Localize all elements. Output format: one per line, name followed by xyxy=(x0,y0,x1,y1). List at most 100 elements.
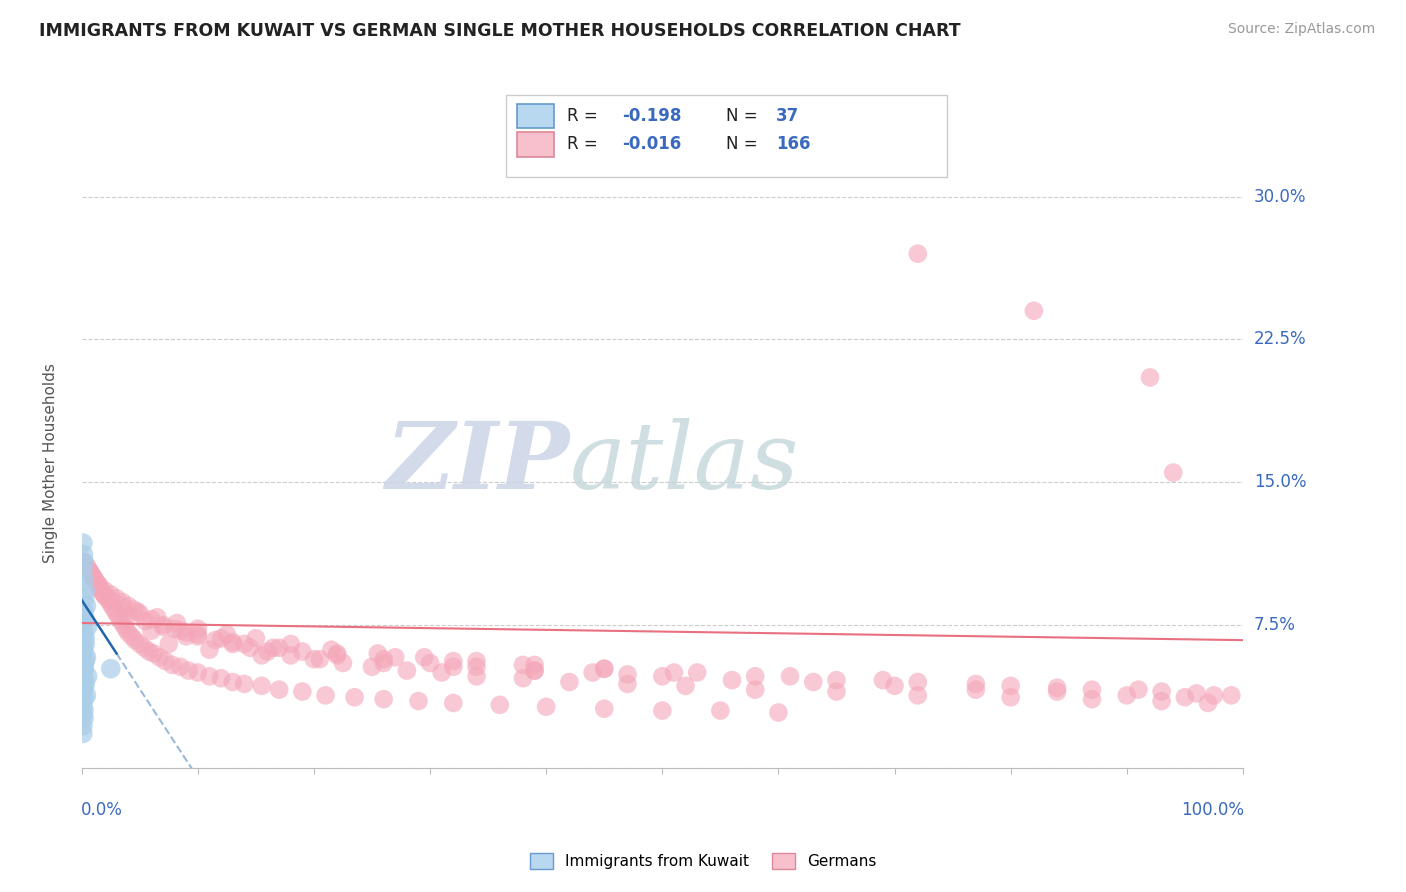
Point xyxy=(408,694,430,708)
Point xyxy=(124,633,146,648)
Point xyxy=(75,612,97,626)
Point xyxy=(72,707,94,722)
Point xyxy=(73,692,96,706)
Text: 15.0%: 15.0% xyxy=(1254,473,1306,491)
Point xyxy=(198,669,221,683)
Point xyxy=(907,689,929,703)
Point xyxy=(332,656,354,670)
Text: 100.0%: 100.0% xyxy=(1181,801,1244,819)
Point xyxy=(187,665,209,680)
Point xyxy=(75,637,97,651)
Point xyxy=(308,652,330,666)
Point xyxy=(825,673,848,687)
Point xyxy=(75,583,97,598)
Point xyxy=(1150,694,1173,708)
Point xyxy=(419,656,441,670)
Point xyxy=(72,608,94,623)
Point xyxy=(250,679,273,693)
Point xyxy=(1161,466,1184,480)
Point xyxy=(166,615,188,630)
Point xyxy=(465,669,488,683)
Point xyxy=(187,622,209,636)
Point xyxy=(1000,679,1022,693)
Point xyxy=(221,637,243,651)
Point xyxy=(488,698,510,712)
Point xyxy=(91,585,114,599)
Point xyxy=(135,614,157,628)
Point xyxy=(768,706,790,720)
Point xyxy=(651,669,673,683)
Point xyxy=(233,677,256,691)
Point xyxy=(177,664,200,678)
Text: 0.0%: 0.0% xyxy=(80,801,122,819)
Point xyxy=(82,570,104,584)
Point xyxy=(75,557,97,571)
Point xyxy=(302,652,325,666)
Point xyxy=(1185,686,1208,700)
Point xyxy=(1115,689,1137,703)
Point xyxy=(361,660,384,674)
Point xyxy=(73,673,96,687)
Point xyxy=(269,682,291,697)
Point xyxy=(72,719,94,733)
Point xyxy=(430,665,453,680)
Point xyxy=(441,654,464,668)
Point xyxy=(187,629,209,643)
Point xyxy=(465,654,488,668)
Point xyxy=(76,561,98,575)
Point xyxy=(89,582,111,596)
Text: 166: 166 xyxy=(776,136,811,153)
Point xyxy=(87,578,110,592)
Text: Source: ZipAtlas.com: Source: ZipAtlas.com xyxy=(1227,22,1375,37)
Point xyxy=(110,614,132,628)
Point xyxy=(221,675,243,690)
Point xyxy=(326,648,349,663)
Point xyxy=(73,555,96,569)
Point xyxy=(121,629,143,643)
Point xyxy=(77,563,100,577)
Point xyxy=(146,610,169,624)
Point xyxy=(465,660,488,674)
Point xyxy=(1022,303,1045,318)
Point xyxy=(651,704,673,718)
Point xyxy=(72,665,94,680)
Point xyxy=(721,673,744,687)
Text: R =: R = xyxy=(567,136,603,153)
Point xyxy=(75,689,97,703)
Point xyxy=(343,690,366,705)
Point xyxy=(148,650,170,665)
Point xyxy=(73,662,96,676)
Point xyxy=(250,648,273,663)
Point xyxy=(111,595,134,609)
Point xyxy=(157,637,180,651)
Point xyxy=(72,555,94,569)
Point xyxy=(72,726,94,740)
Point xyxy=(373,652,395,666)
Point xyxy=(89,578,111,592)
Point xyxy=(198,642,221,657)
Point xyxy=(128,607,150,621)
Point xyxy=(141,624,163,638)
Point xyxy=(79,565,101,579)
Point xyxy=(89,580,111,594)
Point xyxy=(117,599,139,613)
Point xyxy=(1202,689,1225,703)
Point xyxy=(117,625,139,640)
Point xyxy=(75,599,97,613)
Point xyxy=(239,640,262,655)
Point xyxy=(93,587,115,601)
Point xyxy=(73,657,96,672)
Point xyxy=(103,603,125,617)
Point xyxy=(73,662,96,676)
Point xyxy=(709,704,731,718)
Point xyxy=(187,627,209,641)
Point xyxy=(321,642,343,657)
Point xyxy=(1220,689,1243,703)
Point xyxy=(872,673,894,687)
Point xyxy=(616,677,638,691)
Point xyxy=(76,620,98,634)
Point xyxy=(291,684,314,698)
Point xyxy=(112,618,135,632)
Point xyxy=(1197,696,1219,710)
Point xyxy=(1128,682,1150,697)
